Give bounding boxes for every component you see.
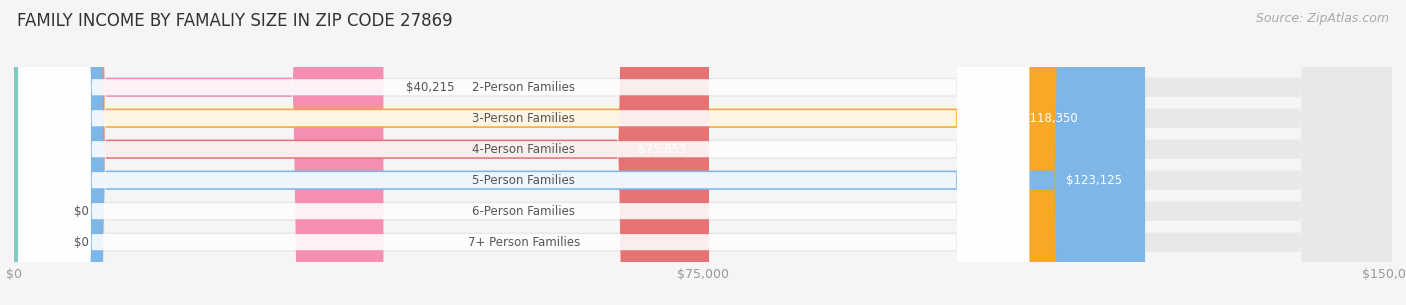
Text: $75,653: $75,653	[638, 143, 686, 156]
Text: 6-Person Families: 6-Person Families	[472, 205, 575, 218]
Text: 2-Person Families: 2-Person Families	[472, 81, 575, 94]
FancyBboxPatch shape	[14, 0, 51, 305]
Text: $0: $0	[73, 236, 89, 249]
Text: 5-Person Families: 5-Person Families	[472, 174, 575, 187]
FancyBboxPatch shape	[14, 0, 1392, 305]
Text: 7+ Person Families: 7+ Person Families	[468, 236, 581, 249]
FancyBboxPatch shape	[14, 0, 1144, 305]
Text: Source: ZipAtlas.com: Source: ZipAtlas.com	[1256, 12, 1389, 25]
Text: $118,350: $118,350	[1022, 112, 1078, 125]
FancyBboxPatch shape	[14, 0, 709, 305]
FancyBboxPatch shape	[18, 0, 1029, 305]
FancyBboxPatch shape	[18, 0, 1029, 305]
FancyBboxPatch shape	[18, 0, 1029, 305]
FancyBboxPatch shape	[14, 0, 1392, 305]
FancyBboxPatch shape	[14, 0, 1392, 305]
Text: $123,125: $123,125	[1066, 174, 1122, 187]
FancyBboxPatch shape	[14, 0, 1392, 305]
FancyBboxPatch shape	[14, 0, 1392, 305]
FancyBboxPatch shape	[18, 0, 1029, 305]
FancyBboxPatch shape	[14, 0, 1101, 305]
Text: 4-Person Families: 4-Person Families	[472, 143, 575, 156]
FancyBboxPatch shape	[14, 0, 1392, 305]
FancyBboxPatch shape	[18, 0, 1029, 305]
Text: $40,215: $40,215	[406, 81, 456, 94]
Text: FAMILY INCOME BY FAMALIY SIZE IN ZIP CODE 27869: FAMILY INCOME BY FAMALIY SIZE IN ZIP COD…	[17, 12, 453, 30]
Text: 3-Person Families: 3-Person Families	[472, 112, 575, 125]
FancyBboxPatch shape	[14, 0, 51, 305]
Text: $0: $0	[73, 205, 89, 218]
FancyBboxPatch shape	[14, 0, 384, 305]
FancyBboxPatch shape	[18, 0, 1029, 305]
